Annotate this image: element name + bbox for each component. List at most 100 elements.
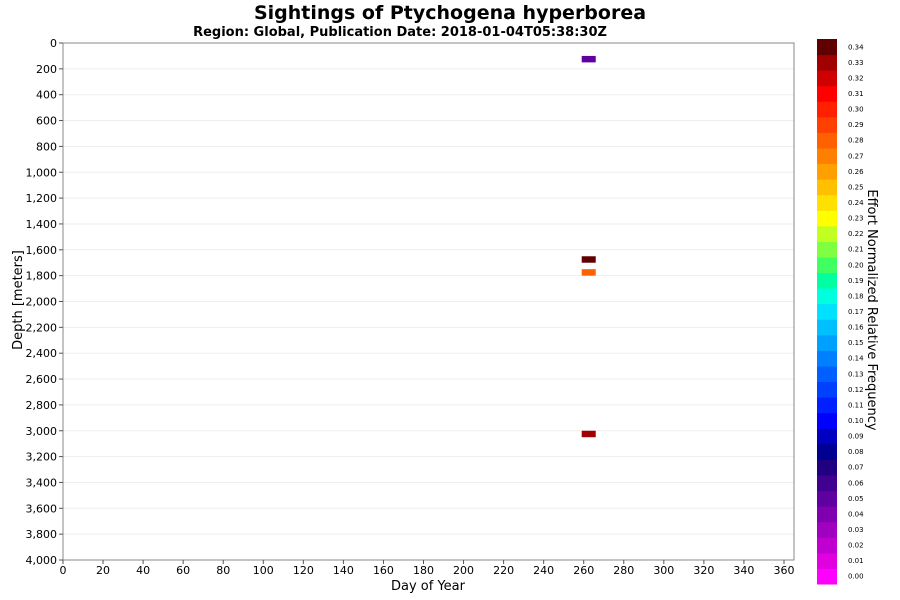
colorbar-swatch [817,443,837,460]
colorbar-swatch [817,85,837,102]
colorbar-swatch [817,506,837,523]
y-tick-label: 2,200 [26,321,58,334]
colorbar-tick-label: 0.32 [848,74,864,82]
y-tick-label: 2,000 [26,296,58,309]
colorbar-swatch [817,521,837,538]
colorbar-swatch [817,132,837,149]
colorbar-tick-label: 0.24 [848,199,864,207]
colorbar-swatch [817,272,837,289]
y-axis-ticks: 0 200 400 600 800 1,000 1,200 1,400 1,600 1,800 2,… [26,37,63,567]
colorbar: 0.00 0.01 0.02 0.03 0.04 0.05 0.06 0.07 0.08 0.09… [817,39,864,585]
y-tick-label: 2,400 [26,347,58,360]
heatmap-cell [581,55,596,63]
y-axis-label: Depth [meters] [11,250,26,350]
chart-title: Sightings of Ptychogena hyperborea [254,2,646,24]
x-tick-label: 260 [573,564,594,577]
x-tick-label: 80 [216,564,230,577]
colorbar-swatch [817,490,837,507]
colorbar-swatch [817,319,837,336]
colorbar-tick-label: 0.27 [848,152,864,160]
colorbar-tick-label: 0.34 [848,43,864,51]
colorbar-tick-label: 0.18 [848,292,864,300]
x-tick-label: 240 [533,564,554,577]
x-tick-label: 340 [733,564,754,577]
colorbar-swatch [817,257,837,274]
colorbar-tick-label: 0.07 [848,464,864,472]
x-tick-label: 180 [413,564,434,577]
y-tick-label: 1,000 [26,166,58,179]
colorbar-tick-label: 0.29 [848,121,864,129]
y-tick-label: 0 [50,37,57,50]
colorbar-swatch [817,288,837,305]
heatmap-cell [581,269,596,276]
colorbar-tick-label: 0.19 [848,277,864,285]
heatmap-cells [581,55,596,438]
colorbar-swatch [817,334,837,351]
colorbar-tick-label: 0.14 [848,355,864,363]
colorbar-tick-label: 0.13 [848,370,864,378]
colorbar-swatch [817,568,837,585]
colorbar-tick-label: 0.12 [848,386,864,394]
y-tick-label: 2,600 [26,373,58,386]
colorbar-swatch [817,350,837,367]
y-tick-label: 3,600 [26,502,58,515]
y-tick-label: 600 [36,115,57,128]
y-tick-label: 3,400 [26,476,58,489]
colorbar-tick-label: 0.04 [848,510,864,518]
colorbar-tick-label: 0.16 [848,324,864,332]
colorbar-swatch [817,194,837,211]
colorbar-tick-label: 0.22 [848,230,864,238]
colorbar-label: Effort Normalized Relative Frequency [864,189,879,431]
colorbar-tick-label: 0.06 [848,479,864,487]
y-tick-label: 4,000 [26,554,58,567]
colorbar-tick-label: 0.33 [848,59,864,67]
colorbar-swatch [817,116,837,133]
grid [63,68,794,535]
colorbar-swatch [817,412,837,429]
colorbar-tick-label: 0.09 [848,433,864,441]
colorbar-swatch [817,303,837,320]
colorbar-swatch [817,163,837,180]
colorbar-swatch [817,225,837,242]
colorbar-swatch [817,428,837,445]
colorbar-tick-label: 0.03 [848,526,864,534]
x-tick-label: 300 [653,564,674,577]
colorbar-tick-label: 0.23 [848,215,864,223]
colorbar-swatch [817,459,837,476]
x-tick-label: 20 [96,564,110,577]
x-tick-label: 200 [453,564,474,577]
colorbar-swatch [817,397,837,414]
colorbar-swatch [817,39,837,56]
colorbar-swatch [817,101,837,118]
x-tick-label: 280 [613,564,634,577]
colorbar-tick-label: 0.02 [848,542,864,550]
colorbar-tick-label: 0.28 [848,137,864,145]
colorbar-tick-label: 0.10 [848,417,864,425]
x-tick-label: 320 [693,564,714,577]
colorbar-tick-label: 0.00 [848,573,864,581]
x-tick-label: 60 [176,564,190,577]
x-tick-label: 0 [60,564,67,577]
y-tick-label: 200 [36,63,57,76]
colorbar-tick-label: 0.21 [848,246,864,254]
x-tick-label: 140 [333,564,354,577]
x-tick-label: 160 [373,564,394,577]
y-tick-label: 1,600 [26,244,58,257]
y-tick-label: 3,200 [26,451,58,464]
y-tick-label: 1,800 [26,270,58,283]
colorbar-swatch [817,148,837,165]
y-tick-label: 3,000 [26,425,58,438]
y-tick-label: 2,800 [26,399,58,412]
y-tick-label: 400 [36,89,57,102]
colorbar-swatch [817,210,837,227]
colorbar-swatch [817,179,837,196]
colorbar-swatch [817,241,837,258]
y-tick-label: 3,800 [26,528,58,541]
x-axis-label: Day of Year [391,579,466,594]
colorbar-swatch [817,552,837,569]
colorbar-tick-label: 0.25 [848,183,864,191]
colorbar-tick-label: 0.31 [848,90,864,98]
colorbar-swatch [817,54,837,71]
y-tick-label: 1,400 [26,218,58,231]
colorbar-tick-label: 0.26 [848,168,864,176]
